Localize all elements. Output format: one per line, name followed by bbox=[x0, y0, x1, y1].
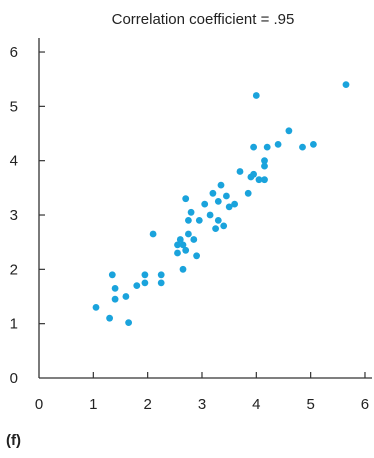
data-point bbox=[108, 271, 116, 279]
data-point bbox=[310, 141, 317, 148]
data-point bbox=[261, 157, 268, 165]
data-point bbox=[255, 176, 263, 184]
y-axis-ticks: 0 1 2 3 4 5 6 bbox=[10, 44, 45, 387]
x-tick-label: 5 bbox=[306, 396, 314, 413]
chart-title: Correlation coefficient = .95 bbox=[112, 11, 295, 28]
data-point bbox=[209, 189, 217, 197]
data-point bbox=[179, 241, 187, 249]
data-point bbox=[187, 208, 195, 216]
data-point bbox=[190, 236, 198, 243]
data-point bbox=[111, 295, 119, 303]
data-point bbox=[236, 168, 244, 175]
data-point bbox=[174, 241, 181, 249]
data-point bbox=[133, 282, 141, 289]
data-point bbox=[214, 198, 222, 205]
x-tick-label: 4 bbox=[252, 396, 260, 413]
data-point bbox=[106, 314, 113, 322]
y-tick-label: 4 bbox=[10, 153, 18, 170]
data-points bbox=[92, 81, 350, 326]
data-point bbox=[299, 143, 306, 151]
data-point bbox=[212, 225, 220, 233]
data-point bbox=[217, 181, 225, 189]
data-point bbox=[252, 92, 260, 99]
data-point bbox=[223, 192, 230, 200]
data-point bbox=[201, 200, 209, 208]
data-point bbox=[141, 279, 149, 287]
data-point bbox=[261, 162, 268, 170]
data-point bbox=[176, 236, 184, 243]
data-point bbox=[285, 127, 293, 135]
data-point bbox=[220, 222, 228, 230]
data-point bbox=[182, 246, 190, 254]
x-tick-label: 3 bbox=[198, 396, 206, 413]
data-point bbox=[231, 200, 239, 208]
data-point bbox=[195, 217, 203, 224]
axes bbox=[38, 38, 372, 379]
data-point bbox=[179, 265, 187, 273]
data-point bbox=[185, 230, 192, 238]
data-point bbox=[206, 211, 214, 219]
data-point bbox=[185, 217, 192, 224]
x-tick-label: 6 bbox=[361, 396, 369, 413]
data-point bbox=[261, 176, 268, 184]
data-point bbox=[342, 81, 350, 88]
data-point bbox=[157, 271, 165, 279]
data-point bbox=[274, 141, 282, 148]
data-point bbox=[193, 252, 201, 260]
data-point bbox=[174, 249, 181, 257]
x-axis-ticks: 0 1 2 3 4 5 6 bbox=[35, 372, 369, 413]
y-tick-label: 0 bbox=[10, 370, 18, 387]
data-point bbox=[225, 203, 233, 211]
x-tick-label: 1 bbox=[89, 396, 97, 413]
x-tick-label: 2 bbox=[143, 396, 151, 413]
y-tick-label: 2 bbox=[10, 261, 18, 278]
x-tick-label: 0 bbox=[35, 396, 43, 413]
data-point bbox=[122, 293, 130, 300]
data-point bbox=[250, 170, 257, 178]
data-point bbox=[111, 285, 119, 292]
data-point bbox=[250, 143, 257, 151]
data-point bbox=[214, 217, 222, 224]
data-point bbox=[92, 304, 100, 311]
data-point bbox=[182, 195, 190, 203]
data-point bbox=[263, 143, 271, 151]
data-point bbox=[157, 279, 165, 287]
y-tick-label: 5 bbox=[10, 98, 18, 115]
data-point bbox=[149, 230, 157, 238]
y-tick-label: 6 bbox=[10, 44, 18, 61]
panel-label: (f) bbox=[6, 432, 21, 449]
data-point bbox=[244, 189, 252, 197]
data-point bbox=[141, 271, 149, 279]
data-point bbox=[125, 319, 132, 326]
y-tick-label: 1 bbox=[10, 316, 18, 333]
y-tick-label: 3 bbox=[10, 207, 18, 224]
